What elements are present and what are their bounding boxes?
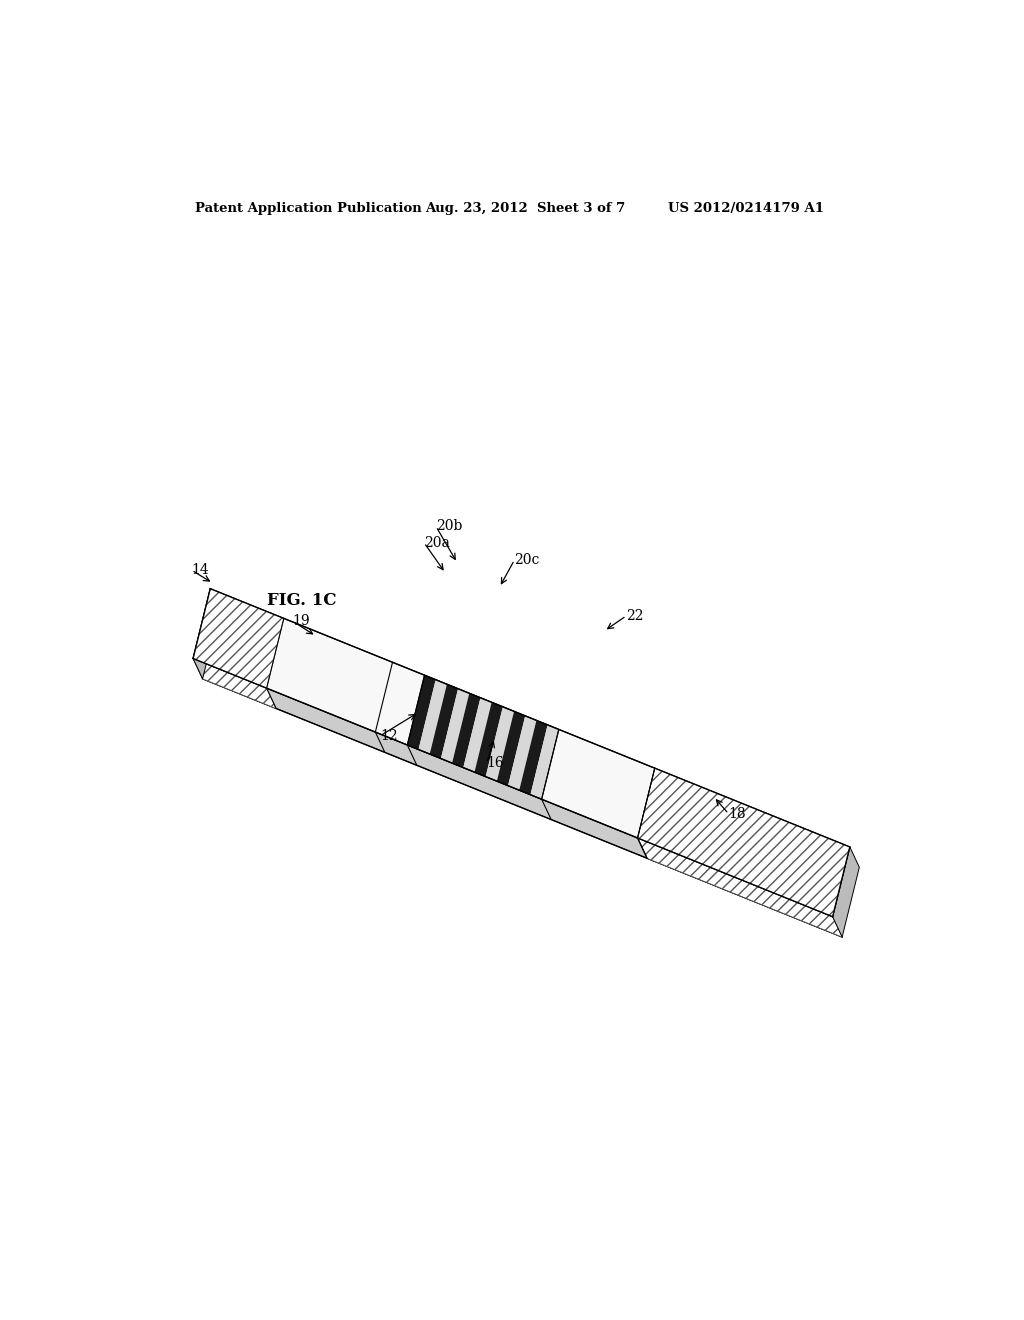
Polygon shape: [408, 676, 435, 750]
Text: 12: 12: [380, 729, 398, 743]
Polygon shape: [519, 721, 548, 795]
Polygon shape: [419, 680, 446, 754]
Polygon shape: [638, 838, 842, 937]
Polygon shape: [638, 768, 850, 916]
Polygon shape: [194, 659, 276, 709]
Text: 19: 19: [292, 614, 310, 628]
Text: US 2012/0214179 A1: US 2012/0214179 A1: [668, 202, 823, 215]
Text: 18: 18: [729, 807, 746, 821]
Polygon shape: [430, 684, 458, 759]
Text: 20b: 20b: [436, 519, 462, 533]
Text: 20a: 20a: [424, 536, 450, 549]
Polygon shape: [194, 659, 842, 937]
Polygon shape: [833, 847, 859, 937]
Text: Patent Application Publication: Patent Application Publication: [196, 202, 422, 215]
Polygon shape: [194, 589, 850, 916]
Polygon shape: [463, 698, 492, 772]
Text: 14: 14: [191, 564, 209, 577]
Polygon shape: [452, 693, 480, 768]
Polygon shape: [497, 711, 525, 785]
Polygon shape: [441, 689, 469, 763]
Polygon shape: [485, 706, 514, 781]
Text: FIG. 1C: FIG. 1C: [267, 593, 336, 609]
Polygon shape: [194, 589, 284, 688]
Polygon shape: [474, 702, 503, 776]
Polygon shape: [194, 589, 220, 678]
Polygon shape: [508, 715, 537, 791]
Text: 22: 22: [627, 609, 644, 623]
Polygon shape: [530, 725, 559, 799]
Text: Aug. 23, 2012  Sheet 3 of 7: Aug. 23, 2012 Sheet 3 of 7: [426, 202, 626, 215]
Text: 16: 16: [486, 756, 505, 770]
Text: 20c: 20c: [514, 553, 540, 566]
